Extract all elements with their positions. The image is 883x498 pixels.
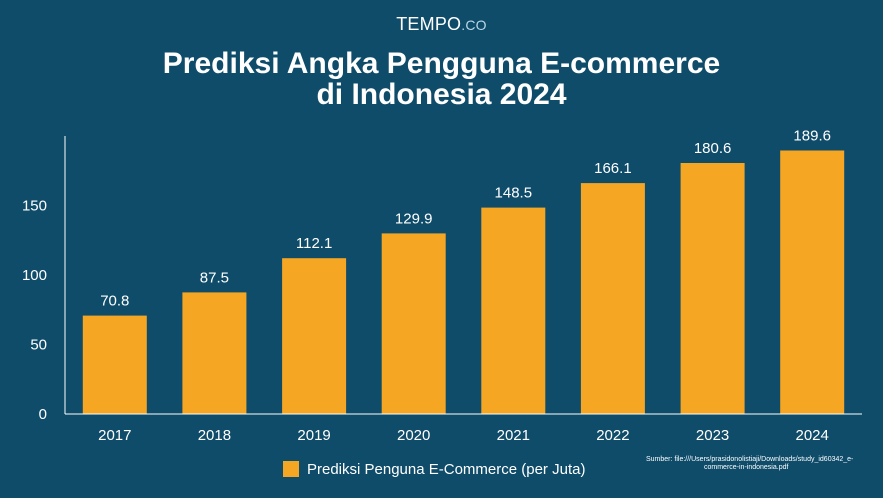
y-tick-50: 50 xyxy=(30,337,47,354)
brand-suffix: .CO xyxy=(461,17,487,33)
data-label-2022: 166.1 xyxy=(594,160,632,177)
legend-label: Prediksi Penguna E-Commerce (per Juta) xyxy=(307,460,586,478)
x-tick-2024: 2024 xyxy=(796,427,829,444)
bar-2021 xyxy=(481,207,546,414)
legend-swatch xyxy=(283,461,299,477)
bar-2019 xyxy=(282,258,347,414)
chart-title: Prediksi Angka Pengguna E-commerce di In… xyxy=(162,47,721,111)
data-label-2023: 180.6 xyxy=(694,140,732,157)
chart-legend: Prediksi Penguna E-Commerce (per Juta) xyxy=(283,459,585,479)
data-label-2024: 189.6 xyxy=(793,128,831,145)
x-tick-2018: 2018 xyxy=(198,427,231,444)
brand-name: TEMPO xyxy=(396,14,462,34)
data-label-2020: 129.9 xyxy=(395,210,433,227)
source-line-1: Sumber: file:///Users/prasidonolistiaji/… xyxy=(646,456,854,463)
bar-2017 xyxy=(82,315,147,414)
data-label-2019: 112.1 xyxy=(296,235,332,252)
y-tick-100: 100 xyxy=(22,267,47,284)
x-tick-2020: 2020 xyxy=(397,427,430,444)
x-tick-2022: 2022 xyxy=(596,427,629,444)
bar-2023 xyxy=(680,163,745,414)
x-tick-2023: 2023 xyxy=(696,427,729,444)
bar-2020 xyxy=(381,233,446,414)
y-tick-150: 150 xyxy=(22,198,47,215)
x-tick-2019: 2019 xyxy=(297,427,330,444)
brand-logo: TEMPO.CO xyxy=(0,14,883,35)
y-tick-0: 0 xyxy=(39,406,47,423)
source-line-2: commerce-in-indonesia.pdf xyxy=(704,464,789,471)
x-tick-2017: 2017 xyxy=(98,427,131,444)
bar-2024 xyxy=(780,150,845,414)
source-note: Sumber: file:///Users/prasidonolistiaji/… xyxy=(646,456,872,472)
x-tick-2021: 2021 xyxy=(497,427,530,444)
bar-2022 xyxy=(580,183,645,414)
bar-2018 xyxy=(182,292,247,414)
data-label-2021: 148.5 xyxy=(495,185,533,202)
data-label-2017: 70.8 xyxy=(100,293,129,310)
data-label-2018: 87.5 xyxy=(200,269,229,286)
